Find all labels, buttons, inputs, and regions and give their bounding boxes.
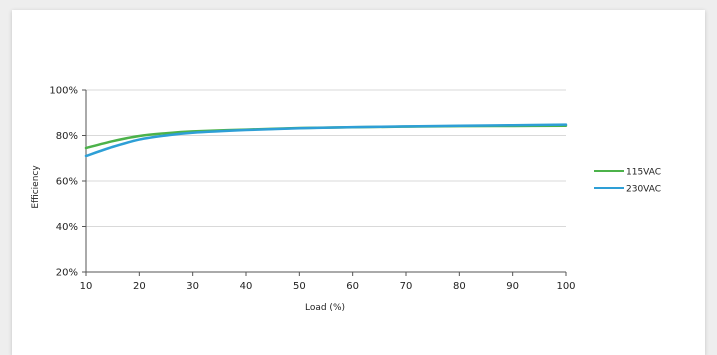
y-tick-label-20: 20% <box>56 268 78 279</box>
axes <box>82 89 567 276</box>
x-tick-label-70: 70 <box>400 281 413 292</box>
x-tick-label-30: 30 <box>186 281 199 292</box>
x-tick-label-80: 80 <box>453 281 466 292</box>
tick-labels: 20% 40% 60% 80% 100% 10 20 30 40 50 60 70 80 90 100 <box>49 86 575 293</box>
efficiency-chart: 20% 40% 60% 80% 100% 10 20 30 40 50 60 70 80 90 100 Ef… <box>31 86 661 314</box>
x-tick-label-50: 50 <box>293 281 306 292</box>
x-tick-label-10: 10 <box>80 281 93 292</box>
x-tick-label-60: 60 <box>346 281 359 292</box>
x-tick-label-100: 100 <box>556 281 575 292</box>
x-tick-label-20: 20 <box>133 281 146 292</box>
x-axis-title: Load (%) <box>305 303 345 313</box>
legend: 115VAC 230VAC <box>594 168 661 195</box>
chart-card: 20% 40% 60% 80% 100% 10 20 30 40 50 60 70 80 90 100 Ef… <box>12 10 705 355</box>
series-line-230vac <box>84 123 568 158</box>
y-tick-label-40: 40% <box>56 222 78 233</box>
series-lines <box>84 123 568 158</box>
x-tick-label-40: 40 <box>240 281 253 292</box>
y-tick-label-80: 80% <box>56 131 78 142</box>
legend-label-230vac: 230VAC <box>626 185 661 195</box>
y-tick-label-100: 100% <box>49 86 78 97</box>
x-tick-label-90: 90 <box>506 281 519 292</box>
y-axis-title: Efficiency <box>31 165 41 209</box>
legend-label-115vac: 115VAC <box>626 168 661 178</box>
grid-lines <box>86 89 566 227</box>
y-tick-label-60: 60% <box>56 177 78 188</box>
